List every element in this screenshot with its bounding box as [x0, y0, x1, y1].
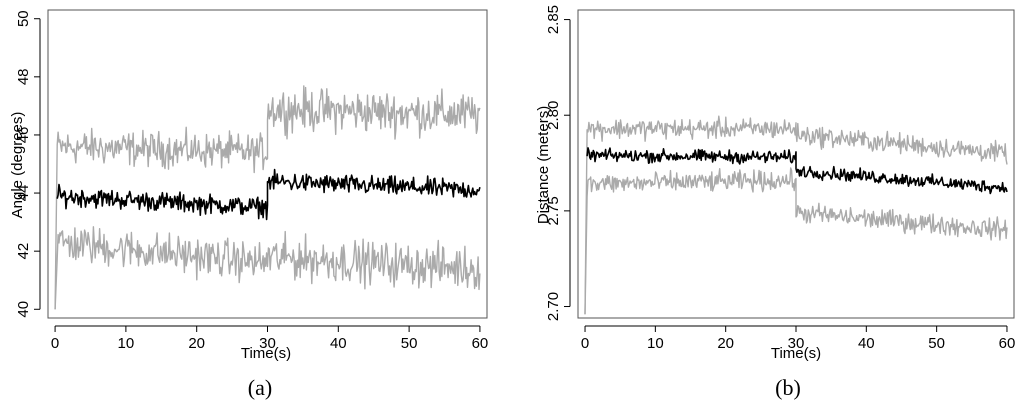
series-line-mean [586, 147, 1008, 195]
x-axis-label: Time(s) [771, 345, 821, 362]
panel-caption: (a) [248, 375, 272, 400]
x-tick-label: 30 [259, 335, 276, 352]
y-tick-label: 48 [15, 68, 32, 85]
chart-panel-a: Time(s) Angle (degrees) (a) 0 10 20 30 40 50 6… [9, 9, 489, 400]
y-axis: 2.70 2.75 2.80 2.85 [545, 5, 571, 321]
x-axis: 0 10 20 30 40 50 60 [581, 325, 1016, 352]
y-tick-label: 50 [15, 10, 32, 27]
y-tick-label: 2.85 [545, 5, 562, 34]
series-line-mean [56, 168, 481, 221]
x-axis-label: Time(s) [241, 345, 291, 362]
y-tick-label: 2.75 [545, 196, 562, 225]
y-axis-label: Distance (meters) [535, 106, 552, 224]
y-tick-label: 2.70 [545, 292, 562, 321]
y-tick-label: 44 [15, 185, 32, 202]
plot-frame [577, 9, 1015, 319]
x-tick-label: 60 [472, 335, 489, 352]
y-axis: 40 42 44 46 48 50 [15, 10, 41, 318]
panel-caption: (b) [775, 375, 801, 400]
series-line-lower [584, 167, 1008, 315]
series-line-upper [54, 85, 481, 310]
x-tick-label: 0 [581, 335, 589, 352]
chart-panel-b: Time(s) Distance (meters) (b) 0 10 20 30 40 5… [535, 5, 1015, 400]
x-axis: 0 10 20 30 40 50 60 [51, 325, 489, 352]
y-tick-label: 42 [15, 243, 32, 260]
x-tick-label: 20 [717, 335, 734, 352]
series-line-lower [54, 226, 481, 310]
x-tick-label: 30 [788, 335, 805, 352]
x-tick-label: 60 [999, 335, 1016, 352]
y-tick-label: 2.80 [545, 101, 562, 130]
y-axis-label: Angle (degrees) [9, 112, 26, 219]
x-tick-label: 50 [401, 335, 418, 352]
series-line-upper [584, 115, 1008, 315]
x-tick-label: 50 [928, 335, 945, 352]
series-group [54, 85, 481, 310]
y-tick-label: 46 [15, 127, 32, 144]
x-tick-label: 40 [858, 335, 875, 352]
x-tick-label: 40 [330, 335, 347, 352]
plot-frame [47, 9, 488, 319]
x-tick-label: 0 [51, 335, 59, 352]
x-tick-label: 20 [188, 335, 205, 352]
y-tick-label: 40 [15, 301, 32, 318]
series-group [584, 115, 1008, 315]
x-tick-label: 10 [647, 335, 664, 352]
x-tick-label: 10 [118, 335, 135, 352]
